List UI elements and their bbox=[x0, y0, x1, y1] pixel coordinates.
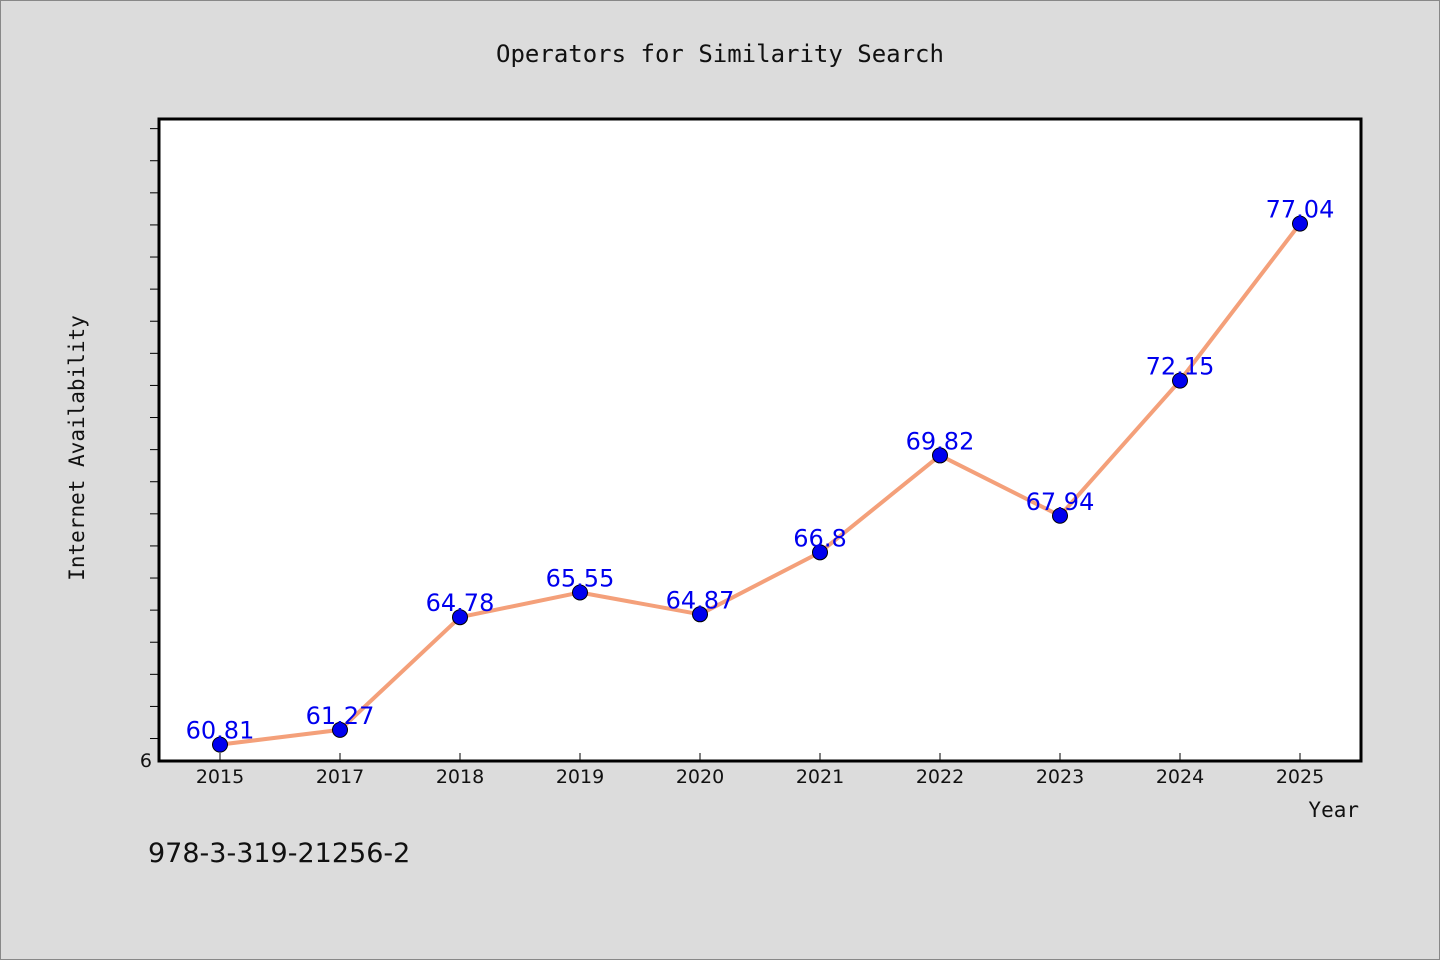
x-tick-label: 2021 bbox=[796, 766, 844, 788]
x-tick-label: 2019 bbox=[556, 766, 604, 788]
footnote-isbn: 978-3-319-21256-2 bbox=[148, 838, 410, 869]
x-axis-label: Year bbox=[1308, 798, 1359, 822]
data-label: 65.55 bbox=[546, 564, 615, 592]
x-axis-ticks: 2015 2017 2018 2019 2020 2021 2022 2023 2024 2025 bbox=[196, 753, 1324, 788]
y-axis-label: Internet Availability bbox=[65, 315, 89, 581]
y-axis-ticks bbox=[150, 128, 159, 740]
data-label: 72.15 bbox=[1146, 353, 1215, 381]
y-tick-label: 6 bbox=[140, 750, 152, 772]
plot-area bbox=[157, 117, 1363, 763]
data-point-marker bbox=[1052, 507, 1068, 524]
data-label: 64.87 bbox=[666, 586, 735, 614]
series-line bbox=[218, 221, 1302, 747]
data-point-marker bbox=[932, 447, 948, 464]
x-tick-label: 2023 bbox=[1036, 766, 1084, 788]
data-label: 60.81 bbox=[186, 717, 255, 745]
data-label: 69.82 bbox=[906, 427, 975, 455]
x-tick-label: 2022 bbox=[916, 766, 964, 788]
data-point-marker bbox=[572, 584, 588, 601]
data-point-marker bbox=[332, 721, 348, 738]
data-label: 61.27 bbox=[306, 702, 375, 730]
data-point-marker bbox=[812, 544, 828, 561]
data-label: 66.8 bbox=[793, 524, 846, 552]
x-tick-label: 2015 bbox=[196, 766, 244, 788]
data-label: 77.04 bbox=[1266, 196, 1335, 224]
data-label: 67.94 bbox=[1026, 488, 1095, 516]
data-point-marker bbox=[1292, 215, 1308, 232]
data-point-marker bbox=[212, 736, 228, 753]
series-layer: 60.81 61.27 64.78 65.55 64.87 66.8 69.82 67.94 7… bbox=[186, 196, 1335, 753]
chart-title: Operators for Similarity Search bbox=[496, 40, 944, 68]
x-tick-label: 2020 bbox=[676, 766, 724, 788]
x-tick-label: 2024 bbox=[1156, 766, 1204, 788]
data-point-marker bbox=[1172, 372, 1188, 389]
data-point-marker bbox=[452, 609, 468, 626]
data-label: 64.78 bbox=[426, 589, 495, 617]
data-point-marker bbox=[692, 606, 708, 623]
x-tick-label: 2017 bbox=[316, 766, 364, 788]
x-tick-label: 2018 bbox=[436, 766, 484, 788]
x-tick-label: 2025 bbox=[1276, 766, 1324, 788]
